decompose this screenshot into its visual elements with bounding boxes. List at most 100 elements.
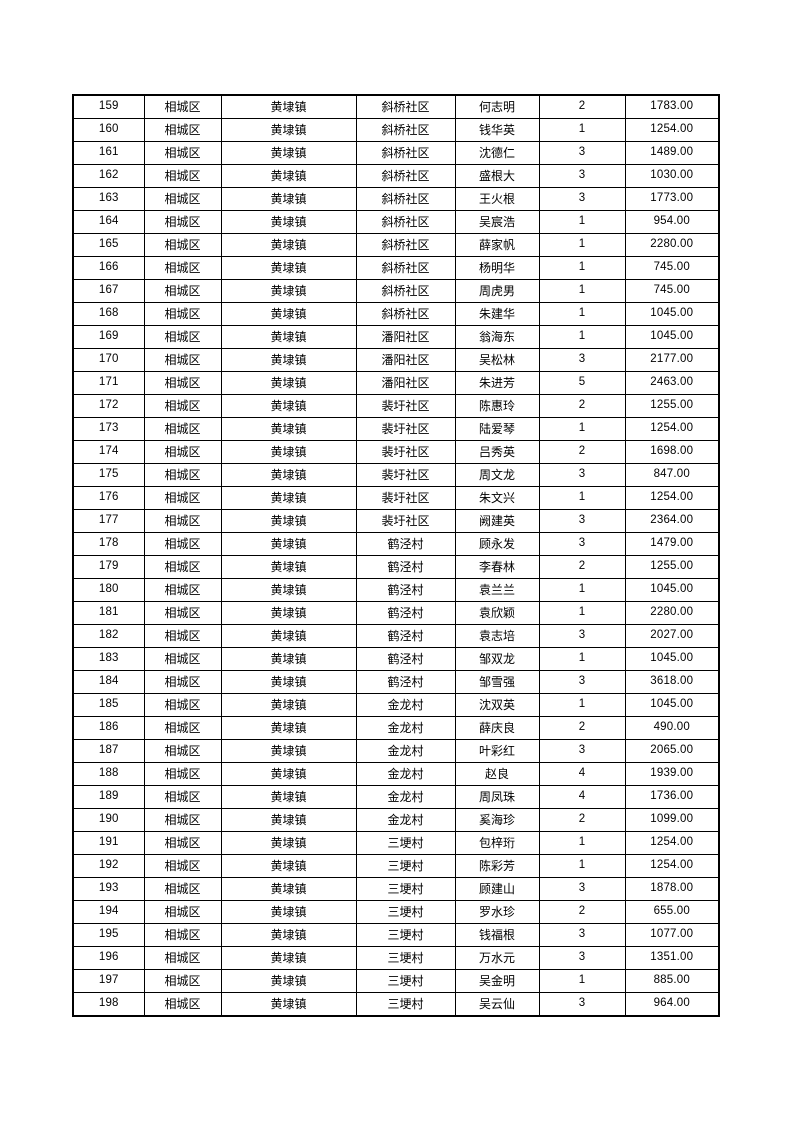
amount-cell: 1045.00	[624, 302, 720, 326]
table-row: 178 相城区 黄埭镇 鹤泾村 顾永发 3 1479.00	[72, 532, 720, 556]
table-row: 183 相城区 黄埭镇 鹤泾村 邹双龙 1 1045.00	[72, 647, 720, 671]
name-cell: 周虎男	[454, 279, 540, 303]
amount-cell: 1698.00	[624, 440, 720, 464]
count-cell: 4	[538, 785, 626, 809]
amount-cell: 745.00	[624, 256, 720, 280]
name-cell: 吴松林	[454, 348, 540, 372]
table-row: 193 相城区 黄埭镇 三埂村 顾建山 3 1878.00	[72, 877, 720, 901]
table-row: 175 相城区 黄埭镇 裴圩社区 周文龙 3 847.00	[72, 463, 720, 487]
name-cell: 周凤珠	[454, 785, 540, 809]
serial-cell: 185	[72, 693, 145, 717]
serial-cell: 169	[72, 325, 145, 349]
table-row: 163 相城区 黄埭镇 斜桥社区 王火根 3 1773.00	[72, 187, 720, 211]
name-cell: 吕秀英	[454, 440, 540, 464]
community-cell: 三埂村	[355, 877, 456, 901]
town-cell: 黄埭镇	[220, 486, 357, 510]
community-cell: 鹤泾村	[355, 601, 456, 625]
count-cell: 3	[538, 992, 626, 1017]
name-cell: 万水元	[454, 946, 540, 970]
count-cell: 3	[538, 923, 626, 947]
town-cell: 黄埭镇	[220, 118, 357, 142]
amount-cell: 1030.00	[624, 164, 720, 188]
amount-cell: 3618.00	[624, 670, 720, 694]
name-cell: 周文龙	[454, 463, 540, 487]
serial-cell: 180	[72, 578, 145, 602]
serial-cell: 194	[72, 900, 145, 924]
serial-cell: 164	[72, 210, 145, 234]
serial-cell: 188	[72, 762, 145, 786]
table-row: 192 相城区 黄埭镇 三埂村 陈彩芳 1 1254.00	[72, 854, 720, 878]
name-cell: 赵良	[454, 762, 540, 786]
amount-cell: 1045.00	[624, 578, 720, 602]
district-cell: 相城区	[143, 325, 222, 349]
district-cell: 相城区	[143, 348, 222, 372]
town-cell: 黄埭镇	[220, 831, 357, 855]
town-cell: 黄埭镇	[220, 739, 357, 763]
count-cell: 3	[538, 141, 626, 165]
amount-cell: 1878.00	[624, 877, 720, 901]
serial-cell: 195	[72, 923, 145, 947]
table-row: 166 相城区 黄埭镇 斜桥社区 杨明华 1 745.00	[72, 256, 720, 280]
community-cell: 三埂村	[355, 946, 456, 970]
community-cell: 潘阳社区	[355, 325, 456, 349]
count-cell: 1	[538, 854, 626, 878]
town-cell: 黄埭镇	[220, 624, 357, 648]
community-cell: 鹤泾村	[355, 578, 456, 602]
table-row: 179 相城区 黄埭镇 鹤泾村 李春林 2 1255.00	[72, 555, 720, 579]
name-cell: 顾建山	[454, 877, 540, 901]
serial-cell: 165	[72, 233, 145, 257]
count-cell: 2	[538, 440, 626, 464]
serial-cell: 192	[72, 854, 145, 878]
district-cell: 相城区	[143, 670, 222, 694]
table-row: 167 相城区 黄埭镇 斜桥社区 周虎男 1 745.00	[72, 279, 720, 303]
district-cell: 相城区	[143, 900, 222, 924]
table-row: 185 相城区 黄埭镇 金龙村 沈双英 1 1045.00	[72, 693, 720, 717]
town-cell: 黄埭镇	[220, 187, 357, 211]
serial-cell: 198	[72, 992, 145, 1017]
district-cell: 相城区	[143, 164, 222, 188]
amount-cell: 1045.00	[624, 325, 720, 349]
amount-cell: 2280.00	[624, 233, 720, 257]
town-cell: 黄埭镇	[220, 854, 357, 878]
town-cell: 黄埭镇	[220, 578, 357, 602]
town-cell: 黄埭镇	[220, 417, 357, 441]
district-cell: 相城区	[143, 762, 222, 786]
name-cell: 朱进芳	[454, 371, 540, 395]
name-cell: 叶彩红	[454, 739, 540, 763]
count-cell: 3	[538, 187, 626, 211]
count-cell: 1	[538, 417, 626, 441]
district-cell: 相城区	[143, 302, 222, 326]
amount-cell: 1783.00	[624, 94, 720, 119]
town-cell: 黄埭镇	[220, 440, 357, 464]
table-row: 196 相城区 黄埭镇 三埂村 万水元 3 1351.00	[72, 946, 720, 970]
name-cell: 包梓珩	[454, 831, 540, 855]
community-cell: 裴圩社区	[355, 486, 456, 510]
name-cell: 朱建华	[454, 302, 540, 326]
count-cell: 1	[538, 486, 626, 510]
community-cell: 潘阳社区	[355, 348, 456, 372]
table-row: 189 相城区 黄埭镇 金龙村 周凤珠 4 1736.00	[72, 785, 720, 809]
serial-cell: 182	[72, 624, 145, 648]
serial-cell: 176	[72, 486, 145, 510]
amount-cell: 1099.00	[624, 808, 720, 832]
amount-cell: 1773.00	[624, 187, 720, 211]
table-row: 174 相城区 黄埭镇 裴圩社区 吕秀英 2 1698.00	[72, 440, 720, 464]
serial-cell: 173	[72, 417, 145, 441]
name-cell: 陆爱琴	[454, 417, 540, 441]
name-cell: 朱文兴	[454, 486, 540, 510]
district-cell: 相城区	[143, 693, 222, 717]
town-cell: 黄埭镇	[220, 647, 357, 671]
town-cell: 黄埭镇	[220, 256, 357, 280]
name-cell: 薛庆良	[454, 716, 540, 740]
town-cell: 黄埭镇	[220, 808, 357, 832]
name-cell: 沈德仁	[454, 141, 540, 165]
amount-cell: 954.00	[624, 210, 720, 234]
district-cell: 相城区	[143, 877, 222, 901]
count-cell: 1	[538, 279, 626, 303]
serial-cell: 161	[72, 141, 145, 165]
table-row: 190 相城区 黄埭镇 金龙村 奚海珍 2 1099.00	[72, 808, 720, 832]
amount-cell: 885.00	[624, 969, 720, 993]
town-cell: 黄埭镇	[220, 164, 357, 188]
community-cell: 斜桥社区	[355, 94, 456, 119]
serial-cell: 177	[72, 509, 145, 533]
